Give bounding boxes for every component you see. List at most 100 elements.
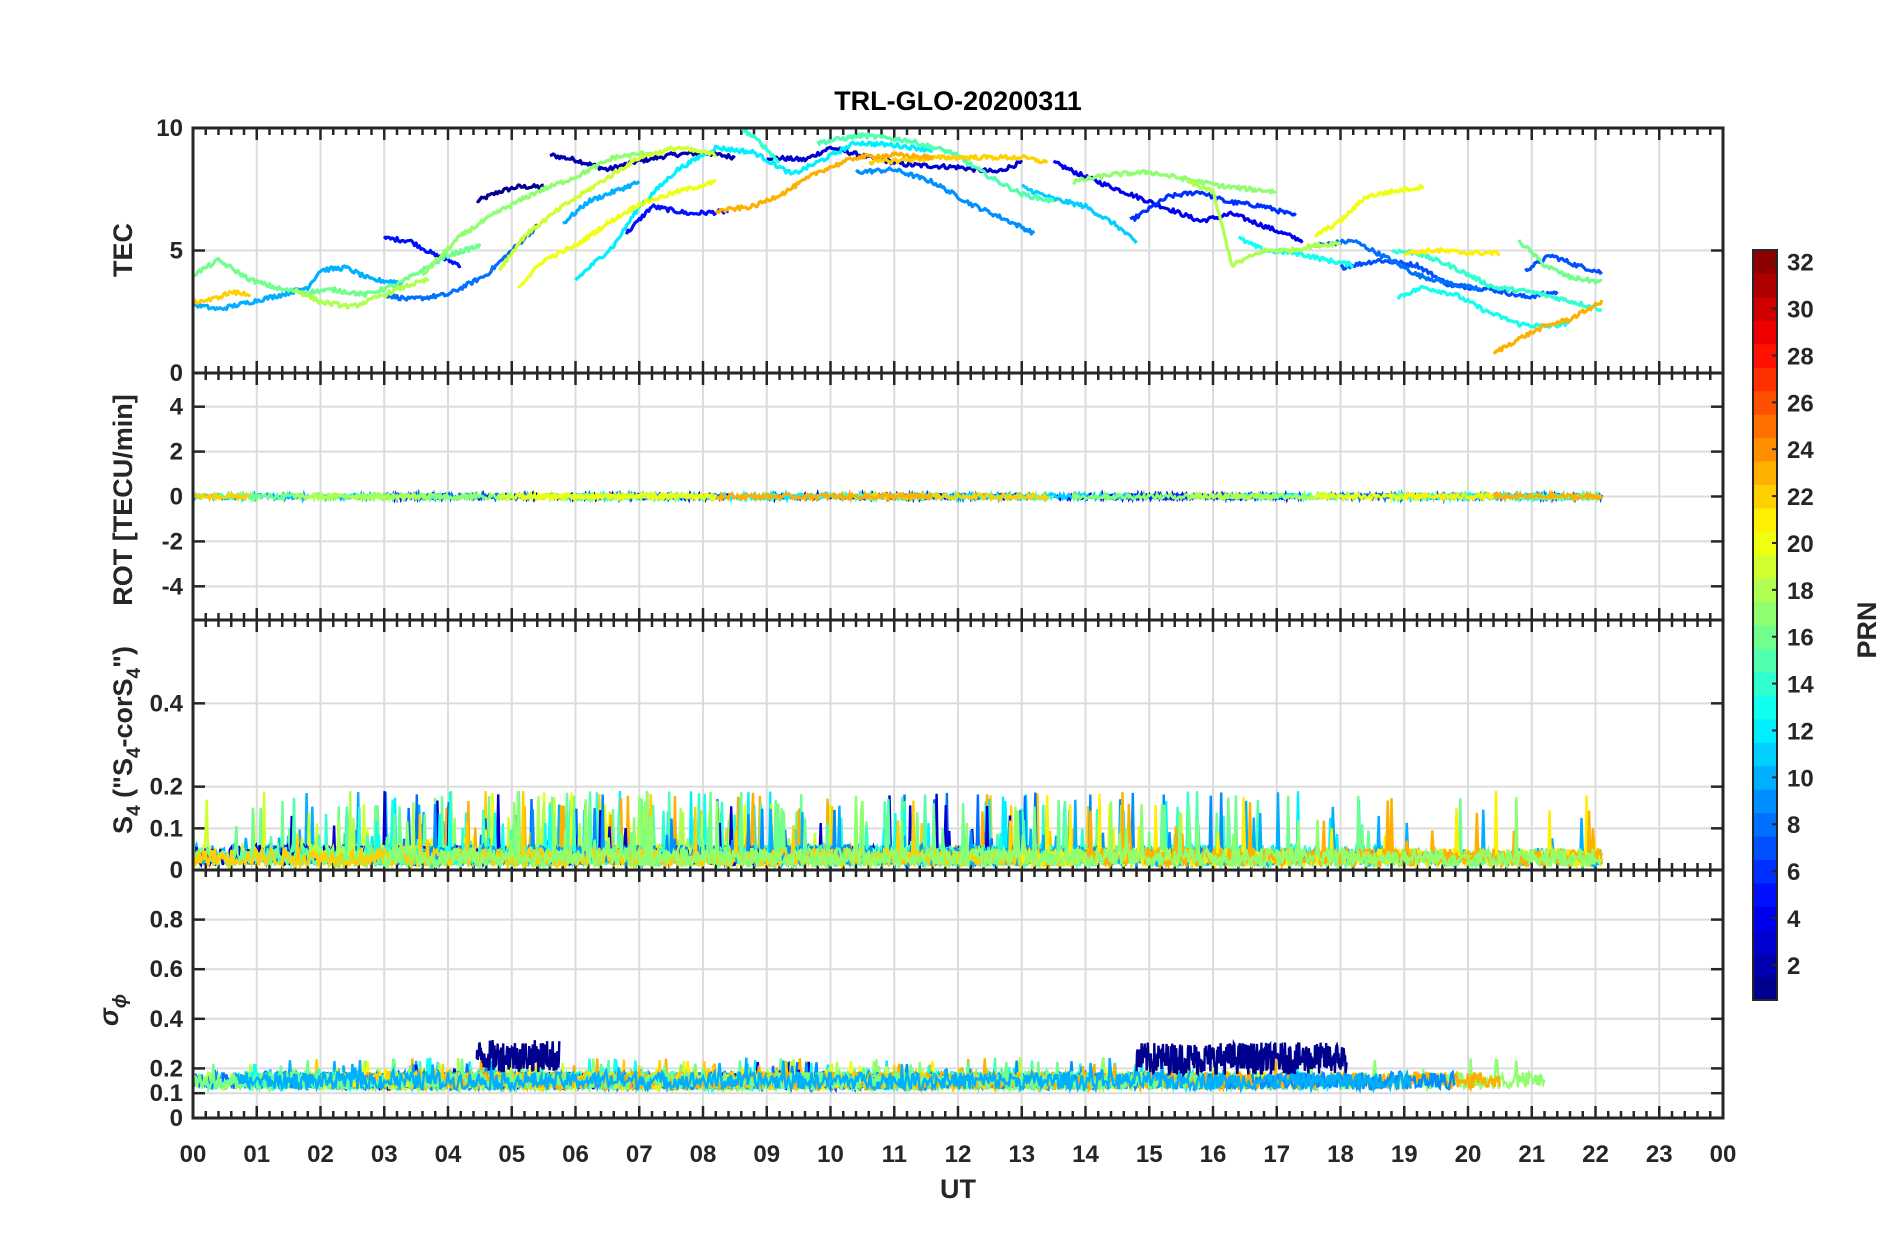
x-tick-label: 17 xyxy=(1263,1141,1290,1168)
y-tick-label: 0 xyxy=(170,857,183,884)
sigma-series-group xyxy=(193,1039,1546,1095)
colorbar-tick-label: 30 xyxy=(1787,297,1814,324)
sigma-series-prn-10 xyxy=(236,1057,1412,1095)
tec-series-prn-23 xyxy=(714,151,934,215)
tec-series-prn-15 xyxy=(816,132,1056,204)
tec-series-prn-17 xyxy=(1071,168,1278,195)
colorbar-tick-label: 32 xyxy=(1787,250,1814,277)
s4-ylabel-paren-close: ") xyxy=(108,646,138,668)
tec-series-prn-5 xyxy=(625,203,729,235)
colorbar-cell xyxy=(1753,789,1777,814)
colorbar-tick-label: 26 xyxy=(1787,390,1814,417)
rot-series-prn-18 xyxy=(1187,489,1342,503)
tec-series-prn-22 xyxy=(193,289,252,305)
tec-series-prn-13 xyxy=(1238,235,1355,269)
colorbar-cell xyxy=(1753,320,1777,345)
y-tick-label: -2 xyxy=(162,528,183,555)
colorbar-cell xyxy=(1753,507,1777,532)
panel-frame xyxy=(191,868,1725,1120)
s4-panel: 0 0.1 0.2 0.4 xyxy=(150,618,1725,884)
y-tick-label: 0.4 xyxy=(150,1006,184,1033)
y-tick-label: 0 xyxy=(170,1105,183,1132)
x-tick-label: 02 xyxy=(307,1141,334,1168)
x-tick-label: 00 xyxy=(1710,1141,1737,1168)
colorbar-tick-label: 22 xyxy=(1787,484,1814,511)
s4-ylabel-paren-open: ("S xyxy=(108,758,138,805)
x-tick-label: 10 xyxy=(817,1141,844,1168)
tec-series-prn-4 xyxy=(1052,159,1304,244)
x-tick-label: 19 xyxy=(1391,1141,1418,1168)
tec-series-prn-11 xyxy=(1021,183,1138,244)
colorbar-tick-label: 14 xyxy=(1787,672,1814,699)
colorbar-tick-label: 8 xyxy=(1787,812,1800,839)
tec-ylabel: TEC xyxy=(108,223,138,277)
tec-series-prn-9 xyxy=(854,166,1036,236)
colorbar-tick-label: 2 xyxy=(1787,953,1800,980)
rot-panel: -4 -2 0 2 4 xyxy=(162,371,1725,622)
y-tick-label: 5 xyxy=(170,238,183,265)
y-tick-label: 0.2 xyxy=(150,1055,183,1082)
x-tick-label: 06 xyxy=(562,1141,589,1168)
colorbar-tick-label: 10 xyxy=(1787,765,1814,792)
y-tick-label: 10 xyxy=(156,115,183,142)
tec-series-prn-18 xyxy=(293,277,430,310)
y-tick-label: 0.4 xyxy=(150,690,184,717)
colorbar-cell xyxy=(1753,929,1777,954)
x-tick-label: 05 xyxy=(498,1141,525,1168)
s4-series-prn-17 xyxy=(383,790,1603,870)
tec-series-prn-8 xyxy=(1314,238,1482,291)
x-tick-label: 01 xyxy=(243,1141,270,1168)
tec-series-prn-18 xyxy=(1186,178,1342,268)
y-tick-label: 0.2 xyxy=(150,774,183,801)
colorbar-frame xyxy=(1752,249,1778,1001)
tec-series-prn-14 xyxy=(740,128,780,164)
tec-series-prn-1 xyxy=(475,183,544,204)
colorbar-cell xyxy=(1753,367,1777,392)
x-axis-tick-labels: 00 01 02 03 04 05 06 07 08 09 10 11 12 13 14 15 16 17 18 19… xyxy=(180,1141,1737,1168)
tec-series-prn-7 xyxy=(1524,253,1603,275)
colorbar-tick-label: 12 xyxy=(1787,718,1814,745)
sigma-phi-panel: 00.10.2 0.4 0.6 0.8 xyxy=(150,868,1725,1132)
sigma-ylabel-sub: ϕ xyxy=(110,994,131,1008)
y-tick-label: 0.8 xyxy=(150,907,183,934)
colorbar-cell xyxy=(1753,695,1777,720)
rot-series-prn-22 xyxy=(193,491,250,503)
x-tick-label: 14 xyxy=(1072,1141,1099,1168)
sigma-enhanced-prn-1 xyxy=(1135,1039,1348,1078)
tec-panel: 0 5 10 xyxy=(156,115,1725,387)
tec-series-prn-17 xyxy=(421,150,654,277)
rot-series-prn-18 xyxy=(293,490,429,504)
colorbar-cell xyxy=(1753,273,1777,298)
s4-ylabel-paren-sub2: 4 xyxy=(124,667,145,678)
colorbar-tick-label: 16 xyxy=(1787,625,1814,652)
tec-series-prn-23 xyxy=(1492,299,1604,355)
sigma-ylabel-main: σ xyxy=(94,1007,124,1026)
s4-ylabel-sub: 4 xyxy=(124,805,145,816)
colorbar-cell xyxy=(1753,601,1777,626)
s4-ylabel-paren-mid: -corS xyxy=(108,678,138,747)
colorbar-cell xyxy=(1753,742,1777,767)
rot-series-prn-23 xyxy=(1492,489,1604,504)
sigma-enhanced-prn-1 xyxy=(475,1039,561,1073)
colorbar-label: PRN xyxy=(1852,601,1882,658)
colorbar-cell xyxy=(1753,460,1777,485)
s4-ylabel: S4 ("S4-corS4") xyxy=(108,646,145,834)
rot-series-prn-21 xyxy=(1403,489,1501,503)
y-tick-label: 2 xyxy=(170,439,183,466)
colorbar-tick-label: 4 xyxy=(1787,906,1801,933)
x-tick-label: 18 xyxy=(1327,1141,1354,1168)
rot-series-group xyxy=(193,488,1604,505)
colorbar-cell xyxy=(1753,976,1777,1001)
x-tick-label: 13 xyxy=(1008,1141,1035,1168)
y-tick-label: 0 xyxy=(170,360,183,387)
tec-series-prn-12 xyxy=(574,140,934,282)
colorbar-cell xyxy=(1753,648,1777,673)
x-tick-label: 11 xyxy=(882,1141,907,1168)
x-tick-label: 08 xyxy=(690,1141,717,1168)
x-tick-label: 00 xyxy=(180,1141,207,1168)
x-tick-label: 12 xyxy=(945,1141,972,1168)
tec-series-prn-20 xyxy=(1313,183,1425,238)
colorbar-tick-label: 24 xyxy=(1787,437,1814,464)
colorbar-cell xyxy=(1753,414,1777,439)
